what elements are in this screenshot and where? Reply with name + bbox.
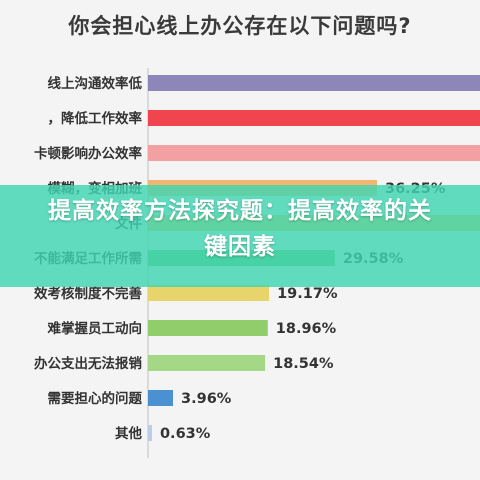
value-label-6: 19.17% [277, 286, 338, 302]
value-label-8: 18.54% [273, 356, 334, 372]
bar-7 [148, 320, 268, 336]
overlay-banner: 提高效率方法探究题：提高效率的关键因素 [0, 185, 480, 287]
banner-text: 提高效率方法探究题：提高效率的关键因素 [48, 198, 432, 260]
bar-2 [148, 145, 480, 161]
bar-8 [148, 355, 266, 371]
category-label-6: 效考核制度不完善 [34, 285, 142, 302]
category-label-8: 办公支出无法报销 [34, 355, 142, 372]
category-label-0: 线上沟通效率低 [48, 75, 143, 92]
category-label-2: 卡顿影响办公效率 [34, 145, 142, 162]
category-label-1: ，降低工作效率 [48, 110, 143, 127]
bar-1 [148, 110, 480, 126]
bar-0 [148, 75, 480, 91]
category-label-10: 其他 [115, 425, 142, 442]
bar-6 [148, 285, 270, 301]
value-label-10: 0.63% [160, 426, 211, 442]
chart-title: 你会担心线上办公存在以下问题吗? [68, 14, 412, 38]
value-label-9: 3.96% [181, 391, 232, 407]
bar-10 [148, 425, 152, 441]
category-label-9: 需要担心的问题 [48, 390, 143, 407]
category-label-7: 难掌握员工动向 [47, 320, 143, 337]
bar-9 [148, 390, 174, 406]
value-label-7: 18.96% [276, 321, 337, 337]
